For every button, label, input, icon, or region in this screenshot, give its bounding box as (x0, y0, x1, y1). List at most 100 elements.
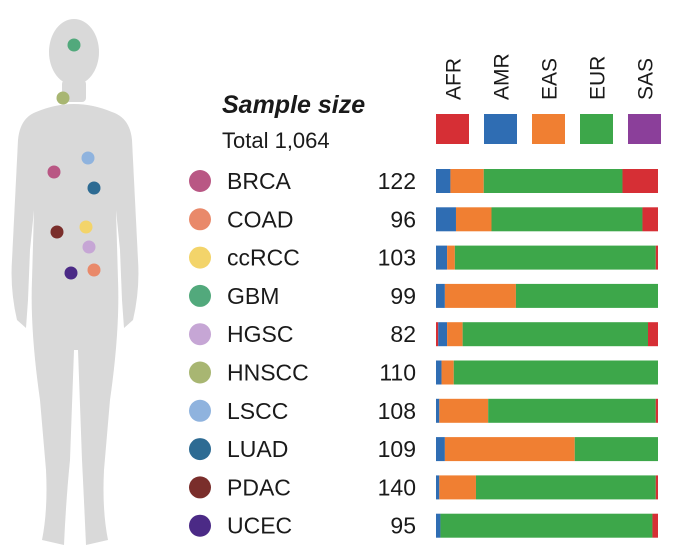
body-dots (47, 38, 101, 280)
legend-swatch-afr (436, 114, 469, 144)
body-silhouette (11, 19, 139, 545)
row-lscc: LSCC 108 (189, 398, 658, 424)
bar-segment-hnscc-eas (441, 360, 454, 385)
chart-title: Sample size (222, 91, 365, 119)
bar-segment-coad-amr (436, 207, 456, 232)
bar-segment-gbm-eas (444, 283, 516, 308)
row-dot-luad (189, 438, 211, 461)
row-ccrcc: ccRCC 103 (189, 245, 658, 271)
body-dot-brca (47, 165, 61, 179)
row-gbm: GBM 99 (189, 283, 658, 309)
row-label: BRCA (227, 168, 292, 194)
row-label: LSCC (227, 398, 288, 424)
bar-segment-lscc-amr (436, 398, 440, 423)
bar-segment-brca-afr (622, 169, 658, 193)
bar-segment-hgsc-eur (462, 322, 649, 347)
row-sample-size: 95 (390, 513, 416, 539)
row-dot-lscc (189, 399, 211, 422)
bar-segment-luad-eas (444, 437, 575, 462)
row-dot-hnscc (189, 361, 211, 384)
row-dot-ucec (189, 514, 211, 537)
body-dot-ucec (64, 266, 78, 280)
row-label: HNSCC (227, 360, 309, 386)
row-sample-size: 108 (378, 398, 416, 424)
bar-segment-luad-amr (436, 437, 445, 462)
bar-segment-coad-eas (455, 207, 492, 232)
row-label: ccRCC (227, 245, 300, 271)
bar-segment-ccrcc-eas (447, 245, 455, 270)
row-label: PDAC (227, 474, 291, 500)
row-dot-ccrcc (189, 246, 211, 269)
bar-segment-lscc-afr (655, 398, 658, 423)
row-dot-hgsc (189, 323, 211, 346)
bar-segment-hnscc-amr (436, 360, 442, 385)
row-label: LUAD (227, 436, 288, 462)
bar-segment-hgsc-eas (447, 322, 463, 347)
row-sample-size: 122 (378, 168, 416, 194)
legend-label-amr: AMR (491, 53, 514, 100)
row-coad: COAD 96 (189, 206, 658, 232)
body-dot-luad (87, 181, 101, 195)
row-ucec: UCEC 95 (189, 513, 658, 539)
row-label: GBM (227, 283, 279, 309)
bar-segment-coad-afr (642, 207, 658, 232)
legend-label-sas: SAS (635, 58, 658, 100)
row-sample-size: 82 (390, 321, 416, 347)
row-brca: BRCA 122 (189, 168, 658, 194)
legend-label-eas: EAS (539, 58, 562, 100)
body-dot-gbm (67, 38, 81, 52)
row-sample-size: 109 (378, 436, 416, 462)
legend-swatch-eur (580, 114, 613, 144)
row-pdac: PDAC 140 (189, 474, 658, 500)
body-dot-pdac (50, 225, 64, 239)
row-hnscc: HNSCC 110 (189, 360, 658, 386)
body-dot-ccrcc (79, 220, 93, 234)
row-dot-gbm (189, 284, 211, 307)
bar-segment-coad-eur (491, 207, 643, 232)
row-luad: LUAD 109 (189, 436, 658, 462)
legend-label-afr: AFR (443, 58, 466, 100)
bar-segment-ucec-eur (440, 513, 653, 538)
bar-segment-hgsc-afr (648, 322, 658, 347)
body-dot-coad (87, 263, 101, 277)
row-sample-size: 140 (378, 474, 416, 500)
bar-segment-ucec-afr (652, 513, 658, 538)
body-dot-hgsc (82, 240, 96, 254)
bar-segment-brca-eas (450, 169, 484, 193)
bar-segment-hnscc-eur (453, 360, 658, 385)
bar-segment-hgsc-afr (436, 322, 439, 347)
bar-segment-ccrcc-amr (436, 245, 448, 270)
row-label: HGSC (227, 321, 293, 347)
bar-segment-pdac-eas (439, 475, 476, 500)
bar-segment-brca-eur (483, 169, 623, 193)
bar-segment-ccrcc-eur (454, 245, 656, 270)
row-dot-pdac (189, 476, 211, 499)
body-dot-lscc (81, 151, 95, 165)
legend-swatch-amr (484, 114, 517, 144)
row-label: COAD (227, 206, 293, 232)
bar-segment-pdac-amr (436, 475, 440, 500)
body-dot-hnscc (56, 91, 70, 105)
row-sample-size: 99 (390, 283, 416, 309)
row-hgsc: HGSC 82 (189, 321, 658, 347)
bar-segment-pdac-eur (475, 475, 656, 500)
bar-segment-ucec-amr (436, 513, 441, 538)
legend-swatch-eas (532, 114, 565, 144)
bar-segment-brca-amr (436, 169, 451, 193)
row-sample-size: 96 (390, 206, 416, 232)
row-dot-coad (189, 208, 211, 231)
row-sample-size: 110 (379, 360, 416, 386)
bar-segment-pdac-afr (655, 475, 658, 500)
bar-segment-hgsc-amr (438, 322, 448, 347)
bar-segment-gbm-eur (515, 283, 658, 308)
row-label: UCEC (227, 513, 292, 539)
bar-segment-lscc-eur (488, 398, 656, 423)
legend-label-eur: EUR (587, 56, 610, 100)
total-label: Total 1,064 (222, 128, 330, 153)
chart-rows: BRCA 122 COAD 96 ccRCC 103 GBM 99 HGSC 82 HNSCC 110… (189, 168, 658, 539)
bar-segment-gbm-amr (436, 283, 445, 308)
bar-segment-luad-eur (574, 437, 658, 462)
legend: AFR AMR EAS EUR SAS (436, 53, 661, 144)
bar-segment-lscc-eas (439, 398, 489, 423)
